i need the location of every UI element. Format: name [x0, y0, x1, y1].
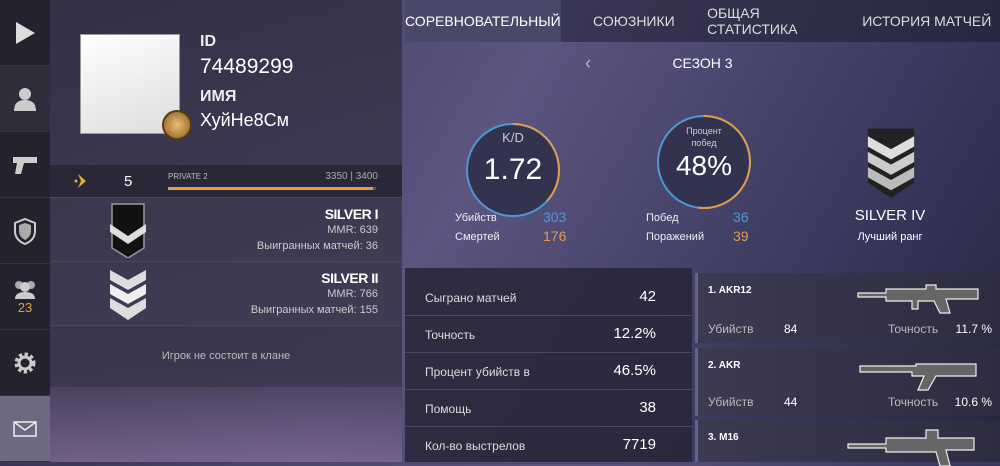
- accuracy-value: 11.7 %: [955, 322, 992, 336]
- rank-row: SILVER I MMR: 639 Выигранных матчей: 36: [50, 197, 402, 261]
- stat-row: Точность 12.2%: [405, 316, 692, 353]
- kills-label: Убийств: [708, 322, 754, 336]
- prev-season-button[interactable]: ‹: [585, 53, 591, 73]
- season-selector: ‹ СЕЗОН 3: [405, 42, 1000, 84]
- gear-icon: [14, 352, 36, 373]
- losses-value: 39: [733, 228, 749, 244]
- rank-row: SILVER II MMR: 766 Выигранных матчей: 155: [50, 261, 402, 325]
- kills-value: 303: [543, 209, 567, 225]
- weapon-card[interactable]: 2. AKR Убийств 44 Точность 10.6 %: [695, 348, 1000, 416]
- sidebar: 23: [0, 0, 50, 462]
- deaths-value: 176: [543, 228, 567, 244]
- rifle-icon: [859, 363, 977, 391]
- level-bar: 5 PRIVATE 2 3350 | 3400: [50, 165, 402, 197]
- player-id: 74489299: [200, 55, 294, 78]
- friends-count-badge: 23: [17, 299, 33, 315]
- sidebar-item-friends[interactable]: 23: [0, 264, 50, 330]
- best-rank-silver-4-icon: [867, 128, 915, 198]
- kd-value: 1.72: [483, 153, 543, 186]
- mail-button[interactable]: [0, 396, 50, 462]
- user-icon: [14, 87, 36, 111]
- sidebar-item-clan[interactable]: [0, 198, 50, 264]
- profile-panel: ID 74489299 ИМЯ ХуйНe8См 5 PRIVATE 2 335…: [50, 0, 402, 462]
- deaths-label: Смертей: [455, 231, 500, 243]
- sidebar-item-profile[interactable]: [0, 66, 50, 132]
- stat-row: Кол-во выстрелов 7719: [405, 427, 692, 464]
- best-rank-title: SILVER IV: [854, 207, 926, 224]
- kd-ring: [466, 123, 560, 217]
- kills-label: Убийств: [708, 395, 754, 409]
- kills-label: Убийств: [455, 212, 497, 224]
- rank-title: SILVER II: [321, 270, 378, 286]
- weapon-name: 3. M16: [708, 432, 739, 443]
- stat-label: Процент убийств в: [425, 365, 530, 379]
- stat-label: Кол-во выстрелов: [425, 439, 526, 453]
- level-number: 5: [124, 173, 133, 190]
- weapon-name: 1. AKR12: [708, 285, 752, 296]
- sidebar-item-weapons[interactable]: [0, 132, 50, 198]
- rank-wins: Выигранных матчей: 36: [256, 240, 378, 252]
- clan-status: Игрок не состоит в клане: [50, 325, 402, 387]
- tab-overall-stats[interactable]: ОБЩАЯ СТАТИСТИКА: [707, 5, 798, 37]
- stat-row: Процент убийств в 46.5%: [405, 353, 692, 390]
- wins-value: 36: [733, 209, 749, 225]
- stats-table: Сыграно матчей 42 Точность 12.2% Процент уби…: [405, 268, 692, 464]
- stat-label: Точность: [425, 328, 476, 342]
- play-icon: [16, 21, 35, 44]
- stat-value: 12.2%: [613, 325, 656, 342]
- winrate-value: 48%: [675, 150, 733, 181]
- accuracy-label: Точность: [888, 395, 939, 409]
- weapon-card[interactable]: 1. AKR12 Убийств 84 Точность 11.7 %: [695, 273, 1000, 343]
- rank-silver-2-icon: [110, 270, 146, 320]
- weapon-name: 2. AKR: [708, 360, 741, 371]
- xp-progress-fill: [168, 187, 373, 190]
- accuracy-label: Точность: [888, 322, 939, 336]
- stat-value: 46.5%: [613, 362, 656, 379]
- tab-match-history[interactable]: ИСТОРИЯ МАТЧЕЙ: [862, 13, 992, 29]
- settings-button[interactable]: [0, 330, 50, 396]
- stat-value: 7719: [622, 436, 656, 453]
- medal-badge-icon: [162, 110, 192, 140]
- rank-mmr: MMR: 639: [327, 224, 378, 236]
- stat-row: Сыграно матчей 42: [405, 279, 692, 316]
- weapon-card[interactable]: 3. M16: [695, 420, 1000, 466]
- tab-competitive[interactable]: СОРЕВНОВАТЕЛЬНЫЙ: [405, 0, 561, 42]
- rank-wins: Выигранных матчей: 155: [250, 304, 378, 316]
- friends-icon: [15, 280, 35, 299]
- stat-label: Сыграно матчей: [425, 291, 517, 305]
- best-rank-label: Лучший ранг: [857, 231, 923, 243]
- winrate-ring: [657, 115, 751, 209]
- xp-value: 3350 | 3400: [325, 171, 378, 182]
- level-chevron-icon: [74, 174, 86, 188]
- stat-value: 38: [639, 399, 656, 416]
- xp-progress-track: [168, 187, 376, 190]
- winrate-label: Процент побед: [686, 126, 722, 148]
- rifle-icon: [857, 284, 979, 314]
- id-label: ID: [200, 33, 216, 50]
- play-button[interactable]: [0, 0, 50, 66]
- kd-label: K/D: [502, 130, 524, 145]
- accuracy-value: 10.6 %: [954, 395, 992, 409]
- rank-mmr: MMR: 766: [327, 288, 378, 300]
- tab-bar: СОРЕВНОВАТЕЛЬНЫЙ СОЮЗНИКИ ОБЩАЯ СТАТИСТИ…: [405, 0, 1000, 42]
- player-name: ХуйНe8См: [200, 110, 290, 130]
- kills-value: 44: [784, 395, 798, 409]
- stat-value: 42: [639, 288, 656, 305]
- rank-silver-1-icon: [110, 203, 146, 258]
- losses-label: Поражений: [646, 231, 705, 243]
- mail-icon: [13, 420, 37, 437]
- kills-value: 84: [784, 322, 798, 336]
- rank-title: SILVER I: [324, 206, 379, 222]
- shield-icon: [14, 217, 36, 245]
- rank-title: PRIVATE 2: [168, 172, 208, 181]
- name-label: ИМЯ: [200, 88, 237, 105]
- stat-row: Помощь 38: [405, 390, 692, 427]
- rifle-icon: [847, 429, 975, 466]
- wins-label: Побед: [646, 212, 679, 224]
- stat-label: Помощь: [425, 402, 472, 416]
- season-title: СЕЗОН 3: [672, 55, 733, 71]
- tab-allies[interactable]: СОЮЗНИКИ: [593, 13, 675, 29]
- pistol-icon: [13, 156, 37, 174]
